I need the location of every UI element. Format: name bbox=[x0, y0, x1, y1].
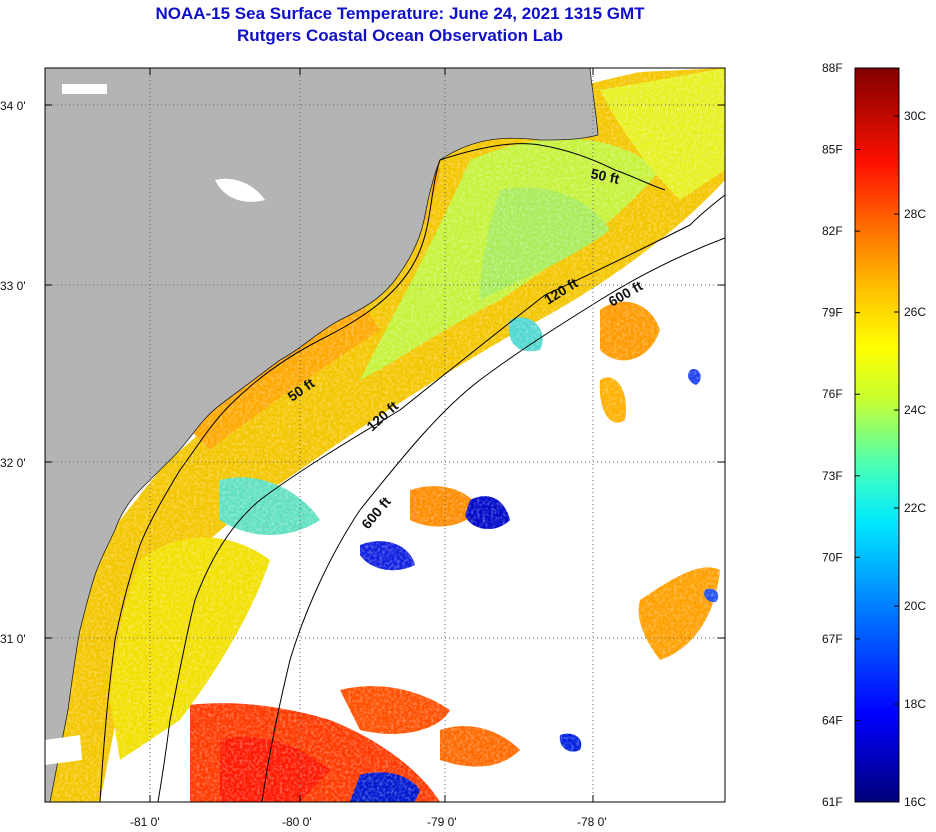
colorbar-f-label: 79F bbox=[822, 306, 843, 320]
land-mass bbox=[45, 68, 599, 802]
axis-ticks bbox=[45, 68, 725, 802]
contour-600ft bbox=[261, 237, 725, 802]
lon-label-78: -78 0' bbox=[577, 815, 607, 829]
colorbar-f-label: 73F bbox=[822, 469, 843, 483]
colorbar-c-label: 30C bbox=[904, 109, 926, 123]
map-frame bbox=[44, 67, 726, 803]
lon-label-79: -79 0' bbox=[427, 815, 457, 829]
contour-label-50ft-north: 50 ft bbox=[589, 165, 621, 187]
lat-label-31: 31 0' bbox=[0, 632, 26, 646]
map-subtitle: Rutgers Coastal Ocean Observation Lab bbox=[237, 26, 563, 45]
colorbar-f-label: 76F bbox=[822, 387, 843, 401]
colorbar-c-label: 16C bbox=[904, 795, 926, 809]
colorbar-c-label: 20C bbox=[904, 599, 926, 613]
colorbar-f-label: 67F bbox=[822, 632, 843, 646]
lon-label-81: -81 0' bbox=[130, 815, 160, 829]
colorbar-c-label: 26C bbox=[904, 305, 926, 319]
colorbar-f-label: 61F bbox=[822, 795, 843, 809]
colorbar-f-label: 70F bbox=[822, 550, 843, 564]
colorbar-f-label: 82F bbox=[822, 224, 843, 238]
contour-50ft bbox=[99, 143, 666, 802]
colorbar-c-label: 22C bbox=[904, 501, 926, 515]
colorbar-f-label: 88F bbox=[822, 61, 843, 75]
contour-120ft bbox=[157, 194, 725, 802]
colorbar-c-label: 18C bbox=[904, 697, 926, 711]
graticule bbox=[45, 68, 725, 802]
lon-label-80: -80 0' bbox=[282, 815, 312, 829]
colorbar-labels: 88F 85F 82F 79F 76F 73F 70F 67F 64F 61F 30C 28C 26C 2… bbox=[822, 61, 926, 809]
colorbar bbox=[854, 67, 900, 803]
colorbar-f-label: 64F bbox=[822, 713, 843, 727]
map-title: NOAA-15 Sea Surface Temperature: June 24… bbox=[155, 4, 645, 23]
colorbar-c-label: 28C bbox=[904, 207, 926, 221]
lat-label-33: 33 0' bbox=[0, 279, 26, 293]
colorbar-c-label: 24C bbox=[904, 403, 926, 417]
lat-label-32: 32 0' bbox=[0, 456, 26, 470]
lat-label-34: 34 0' bbox=[0, 99, 26, 113]
colorbar-f-label: 85F bbox=[822, 143, 843, 157]
